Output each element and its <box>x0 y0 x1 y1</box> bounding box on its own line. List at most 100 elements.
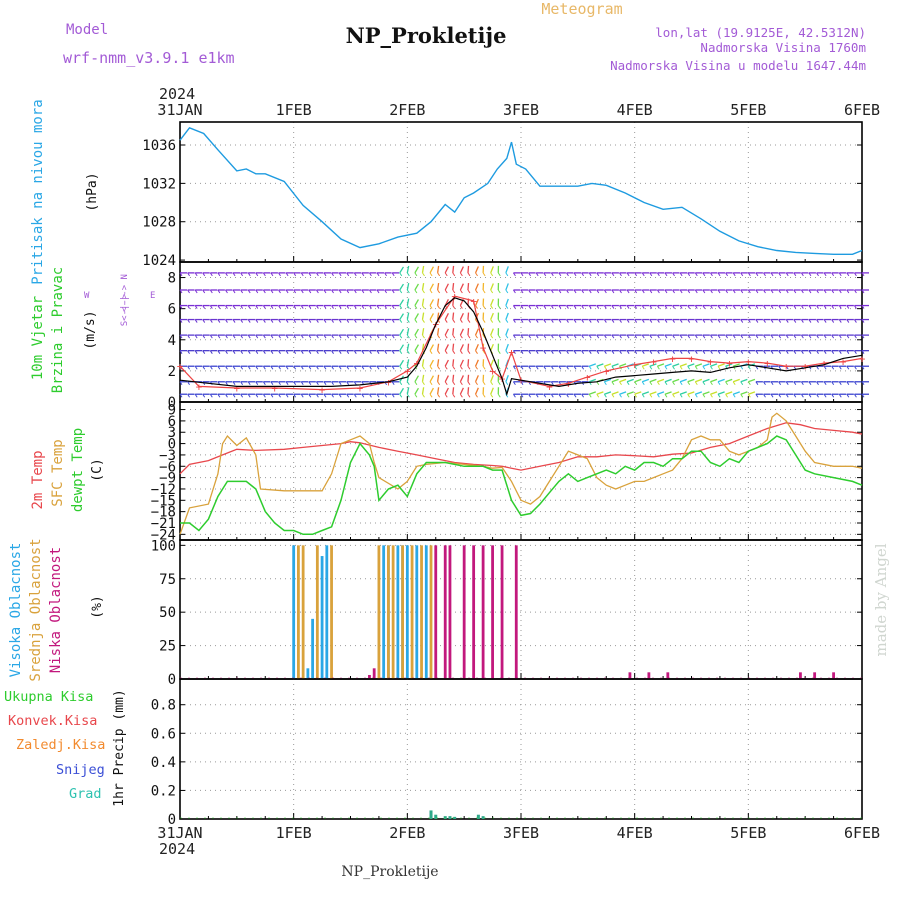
wind-barb-tick <box>406 350 410 354</box>
wind-barb-tick <box>763 305 766 309</box>
wind-barb-tick <box>649 350 653 354</box>
wind-barb-tick <box>361 393 365 398</box>
wind-barb-tick <box>187 289 190 294</box>
wind-barb-tick <box>800 350 804 354</box>
wind-barb-tick <box>725 289 729 294</box>
wind-barb-tick <box>323 289 327 294</box>
wind-barb <box>467 282 470 291</box>
wind-barb-tick <box>747 393 751 398</box>
wind-barb-tick <box>308 289 312 294</box>
wind-direction-marker: + <box>196 380 203 393</box>
wind-barb <box>474 359 479 367</box>
wind-barb-tick <box>702 365 706 370</box>
wind-barb-tick <box>293 393 297 398</box>
wind-barb <box>687 363 695 367</box>
wind-barb-tick <box>209 289 213 294</box>
wind-barb-tick <box>831 272 835 277</box>
wind-barb-tick <box>611 334 615 339</box>
wind-barb-tick <box>846 350 850 354</box>
wind-barb-tick <box>429 305 433 309</box>
wind-barb-tick <box>240 365 244 370</box>
wind-barb-tick <box>323 272 327 277</box>
wind-barb <box>748 378 756 383</box>
wind-barb-tick <box>626 350 630 354</box>
wind-barb-tick <box>437 289 441 294</box>
wind-barb <box>452 387 455 395</box>
wind-barb-tick <box>846 334 850 339</box>
temp-unit: (C) <box>90 458 105 481</box>
wind-barb-tick <box>300 305 304 309</box>
wind-barb-tick <box>475 334 478 339</box>
wind-barb-tick <box>497 393 501 398</box>
wind-barb-tick <box>596 334 600 339</box>
wind-barb-tick <box>376 365 380 370</box>
wind-barb-tick <box>467 393 471 398</box>
wind-barb-tick <box>262 305 266 309</box>
wind-barb-tick <box>823 272 827 277</box>
wind-barb-tick <box>831 393 835 398</box>
wind-barb-tick <box>710 334 713 339</box>
wind-barb-tick <box>528 365 531 370</box>
y-tick-label: 0 <box>168 437 176 453</box>
wind-barb-tick <box>505 350 509 354</box>
wind-barb-tick <box>861 334 865 339</box>
wind-barb-tick <box>300 334 304 339</box>
wind-barb-tick <box>467 334 471 339</box>
wind-barb-tick <box>414 305 418 309</box>
wind-barb-tick <box>262 381 266 386</box>
wind-barb-tick <box>399 350 403 354</box>
y-tick-label: 0 <box>168 395 176 411</box>
wind-barb <box>490 298 494 306</box>
wind-barb-tick <box>694 272 698 277</box>
wind-barb-tick <box>315 365 319 370</box>
wind-barb-tick <box>384 289 388 294</box>
wind-barb-tick <box>444 272 448 277</box>
wind-direction-marker: + <box>546 380 553 393</box>
wind-barb-tick <box>278 334 281 339</box>
wind-barb <box>702 378 710 383</box>
precip-bar <box>453 816 457 819</box>
cloud-ylabel-high: Visoka Oblacnost <box>8 543 24 678</box>
wind-barb-tick <box>581 319 585 323</box>
wind-barb-tick <box>550 381 554 386</box>
wind-barb-tick <box>293 381 297 386</box>
wind-barb <box>406 343 410 351</box>
wind-barb-tick <box>459 393 463 398</box>
wind-barb-tick <box>717 393 721 398</box>
wind-barb-tick <box>785 305 789 309</box>
wind-barb-tick <box>793 289 797 294</box>
wind-barb-tick <box>255 305 259 309</box>
wind-barb-tick <box>482 393 486 398</box>
wind-barb-tick <box>747 272 751 277</box>
wind-barb-tick <box>459 334 463 339</box>
wind-barb-tick <box>611 393 615 398</box>
top-year-label: 2024 <box>159 85 195 103</box>
wind-barb-tick <box>444 365 448 370</box>
wind-barb-tick <box>656 319 660 323</box>
wind-direction-marker: + <box>688 352 695 365</box>
wind-barb-tick <box>838 350 842 354</box>
wind-barb-tick <box>679 334 683 339</box>
wind-barb-tick <box>444 393 448 398</box>
wind-barb-tick <box>240 381 244 386</box>
wind-barb-tick <box>429 272 433 277</box>
y-tick-label: 6 <box>168 414 176 430</box>
wind-barb-tick <box>384 319 388 323</box>
wind-barb-tick <box>315 319 319 323</box>
wind-barb <box>604 363 612 367</box>
wind-barb-tick <box>513 334 516 339</box>
cloud-low-bar <box>832 672 835 679</box>
wind-barb-tick <box>278 289 281 294</box>
wind-barb-tick <box>747 334 751 339</box>
wind-barb-tick <box>649 305 653 309</box>
wind-barb-tick <box>194 334 198 339</box>
wind-barb-tick <box>861 381 865 386</box>
wind-barb-tick <box>641 272 645 277</box>
wind-barb-tick <box>452 305 456 309</box>
dewpoint-line <box>180 435 863 536</box>
cloud-low-bar <box>628 672 632 679</box>
wind-barb <box>657 363 665 367</box>
wind-barb-tick <box>566 272 569 277</box>
wind-barb-tick <box>255 365 259 370</box>
